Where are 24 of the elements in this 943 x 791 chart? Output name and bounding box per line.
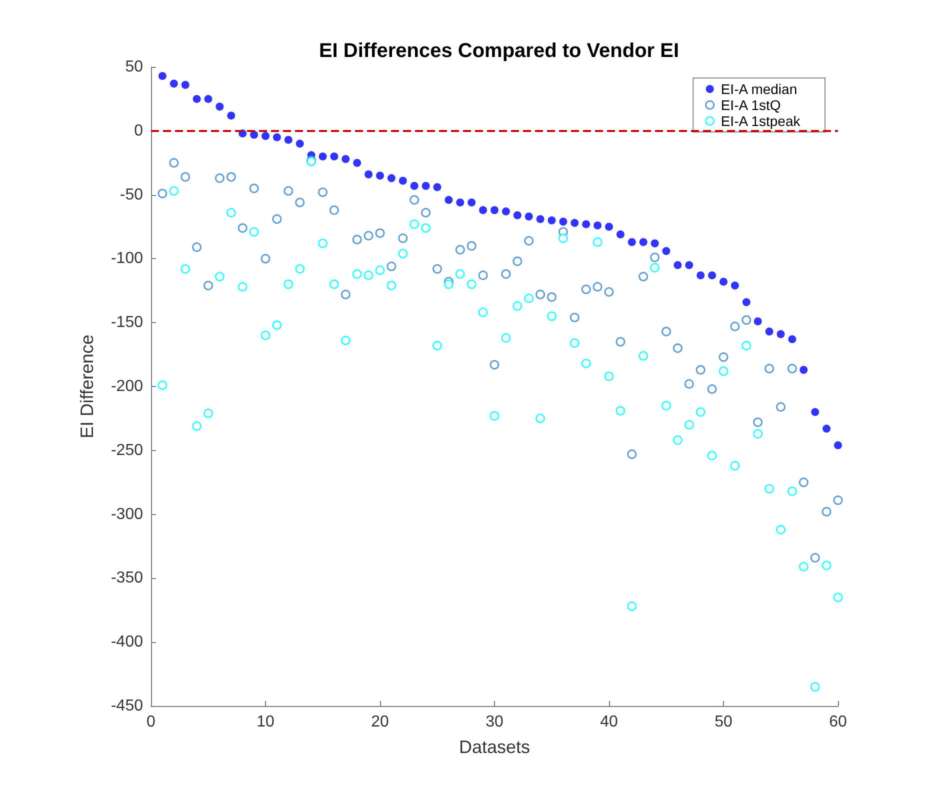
chart-title: EI Differences Compared to Vendor EI (318, 40, 680, 62)
x-tick-label: 40 (600, 714, 618, 730)
y-tick-label: 0 (134, 122, 144, 140)
legend-label: EI-A median (720, 81, 798, 97)
x-tick-label: 50 (714, 714, 732, 730)
x-axis-title: Datasets (458, 737, 530, 757)
y-axis-title: EI Difference (77, 334, 97, 438)
y-tick-label: -400 (110, 634, 144, 651)
x-tick-label: 30 (486, 714, 504, 730)
x-tick-label: 10 (256, 714, 274, 730)
y-tick-label: -100 (110, 250, 144, 268)
x-tick-label: 20 (371, 714, 389, 730)
legend-label: EI-A 1stQ (720, 97, 781, 113)
y-tick-label: -250 (110, 442, 144, 459)
legend-label: EI-A 1stpeak (720, 113, 802, 129)
y-tick-label: 50 (125, 58, 144, 76)
y-tick-label: -450 (110, 698, 144, 714)
x-tick-label: 0 (146, 714, 156, 730)
y-tick-label: -50 (120, 186, 144, 204)
y-tick-label: -200 (110, 378, 144, 395)
y-tick-label: -350 (110, 570, 144, 587)
y-tick-label: -150 (110, 314, 144, 332)
y-tick-label: -300 (110, 506, 144, 523)
x-tick-label: 60 (829, 714, 847, 730)
